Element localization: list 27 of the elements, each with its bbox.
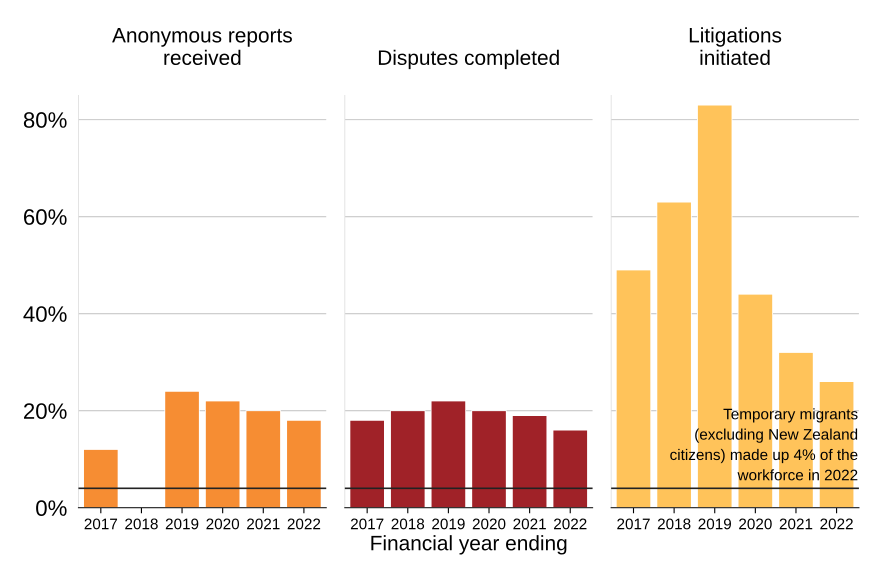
chart-title: Anonymous reports received [112, 28, 292, 66]
x-tick-label: 2018 [392, 518, 424, 530]
x-tick-label: 2021 [247, 518, 280, 530]
y-tick-label: 60% [24, 209, 67, 225]
x-tick-label: 2020 [206, 518, 240, 530]
x-tick-label: 2017 [84, 518, 118, 530]
x-tick-label: 2021 [780, 518, 812, 530]
x-tick-label: 2017 [350, 518, 384, 530]
chart-title: Disputes completed [378, 50, 559, 70]
x-tick-label: 2021 [513, 518, 546, 530]
y-tick-label: 40% [23, 306, 67, 322]
x-tick-label: 2022 [820, 518, 853, 530]
x-tick-label: 2019 [432, 518, 465, 530]
x-axis-title: Financial year ending [371, 535, 566, 555]
x-tick-label: 2019 [166, 518, 198, 530]
x-tick-label: 2018 [658, 518, 690, 530]
y-tick-label: 80% [24, 112, 67, 128]
y-tick-label: 20% [24, 403, 67, 419]
x-tick-label: 2018 [125, 518, 158, 530]
chart-title: Litigations initiated [690, 27, 782, 66]
x-tick-label: 2022 [288, 518, 320, 530]
x-tick-label: 2019 [698, 518, 732, 530]
x-tick-label: 2020 [739, 518, 772, 530]
x-tick-label: 2020 [472, 518, 506, 530]
x-tick-label: 2022 [554, 518, 586, 530]
x-tick-label: 2017 [617, 518, 650, 530]
y-tick-label: 0% [36, 500, 67, 516]
